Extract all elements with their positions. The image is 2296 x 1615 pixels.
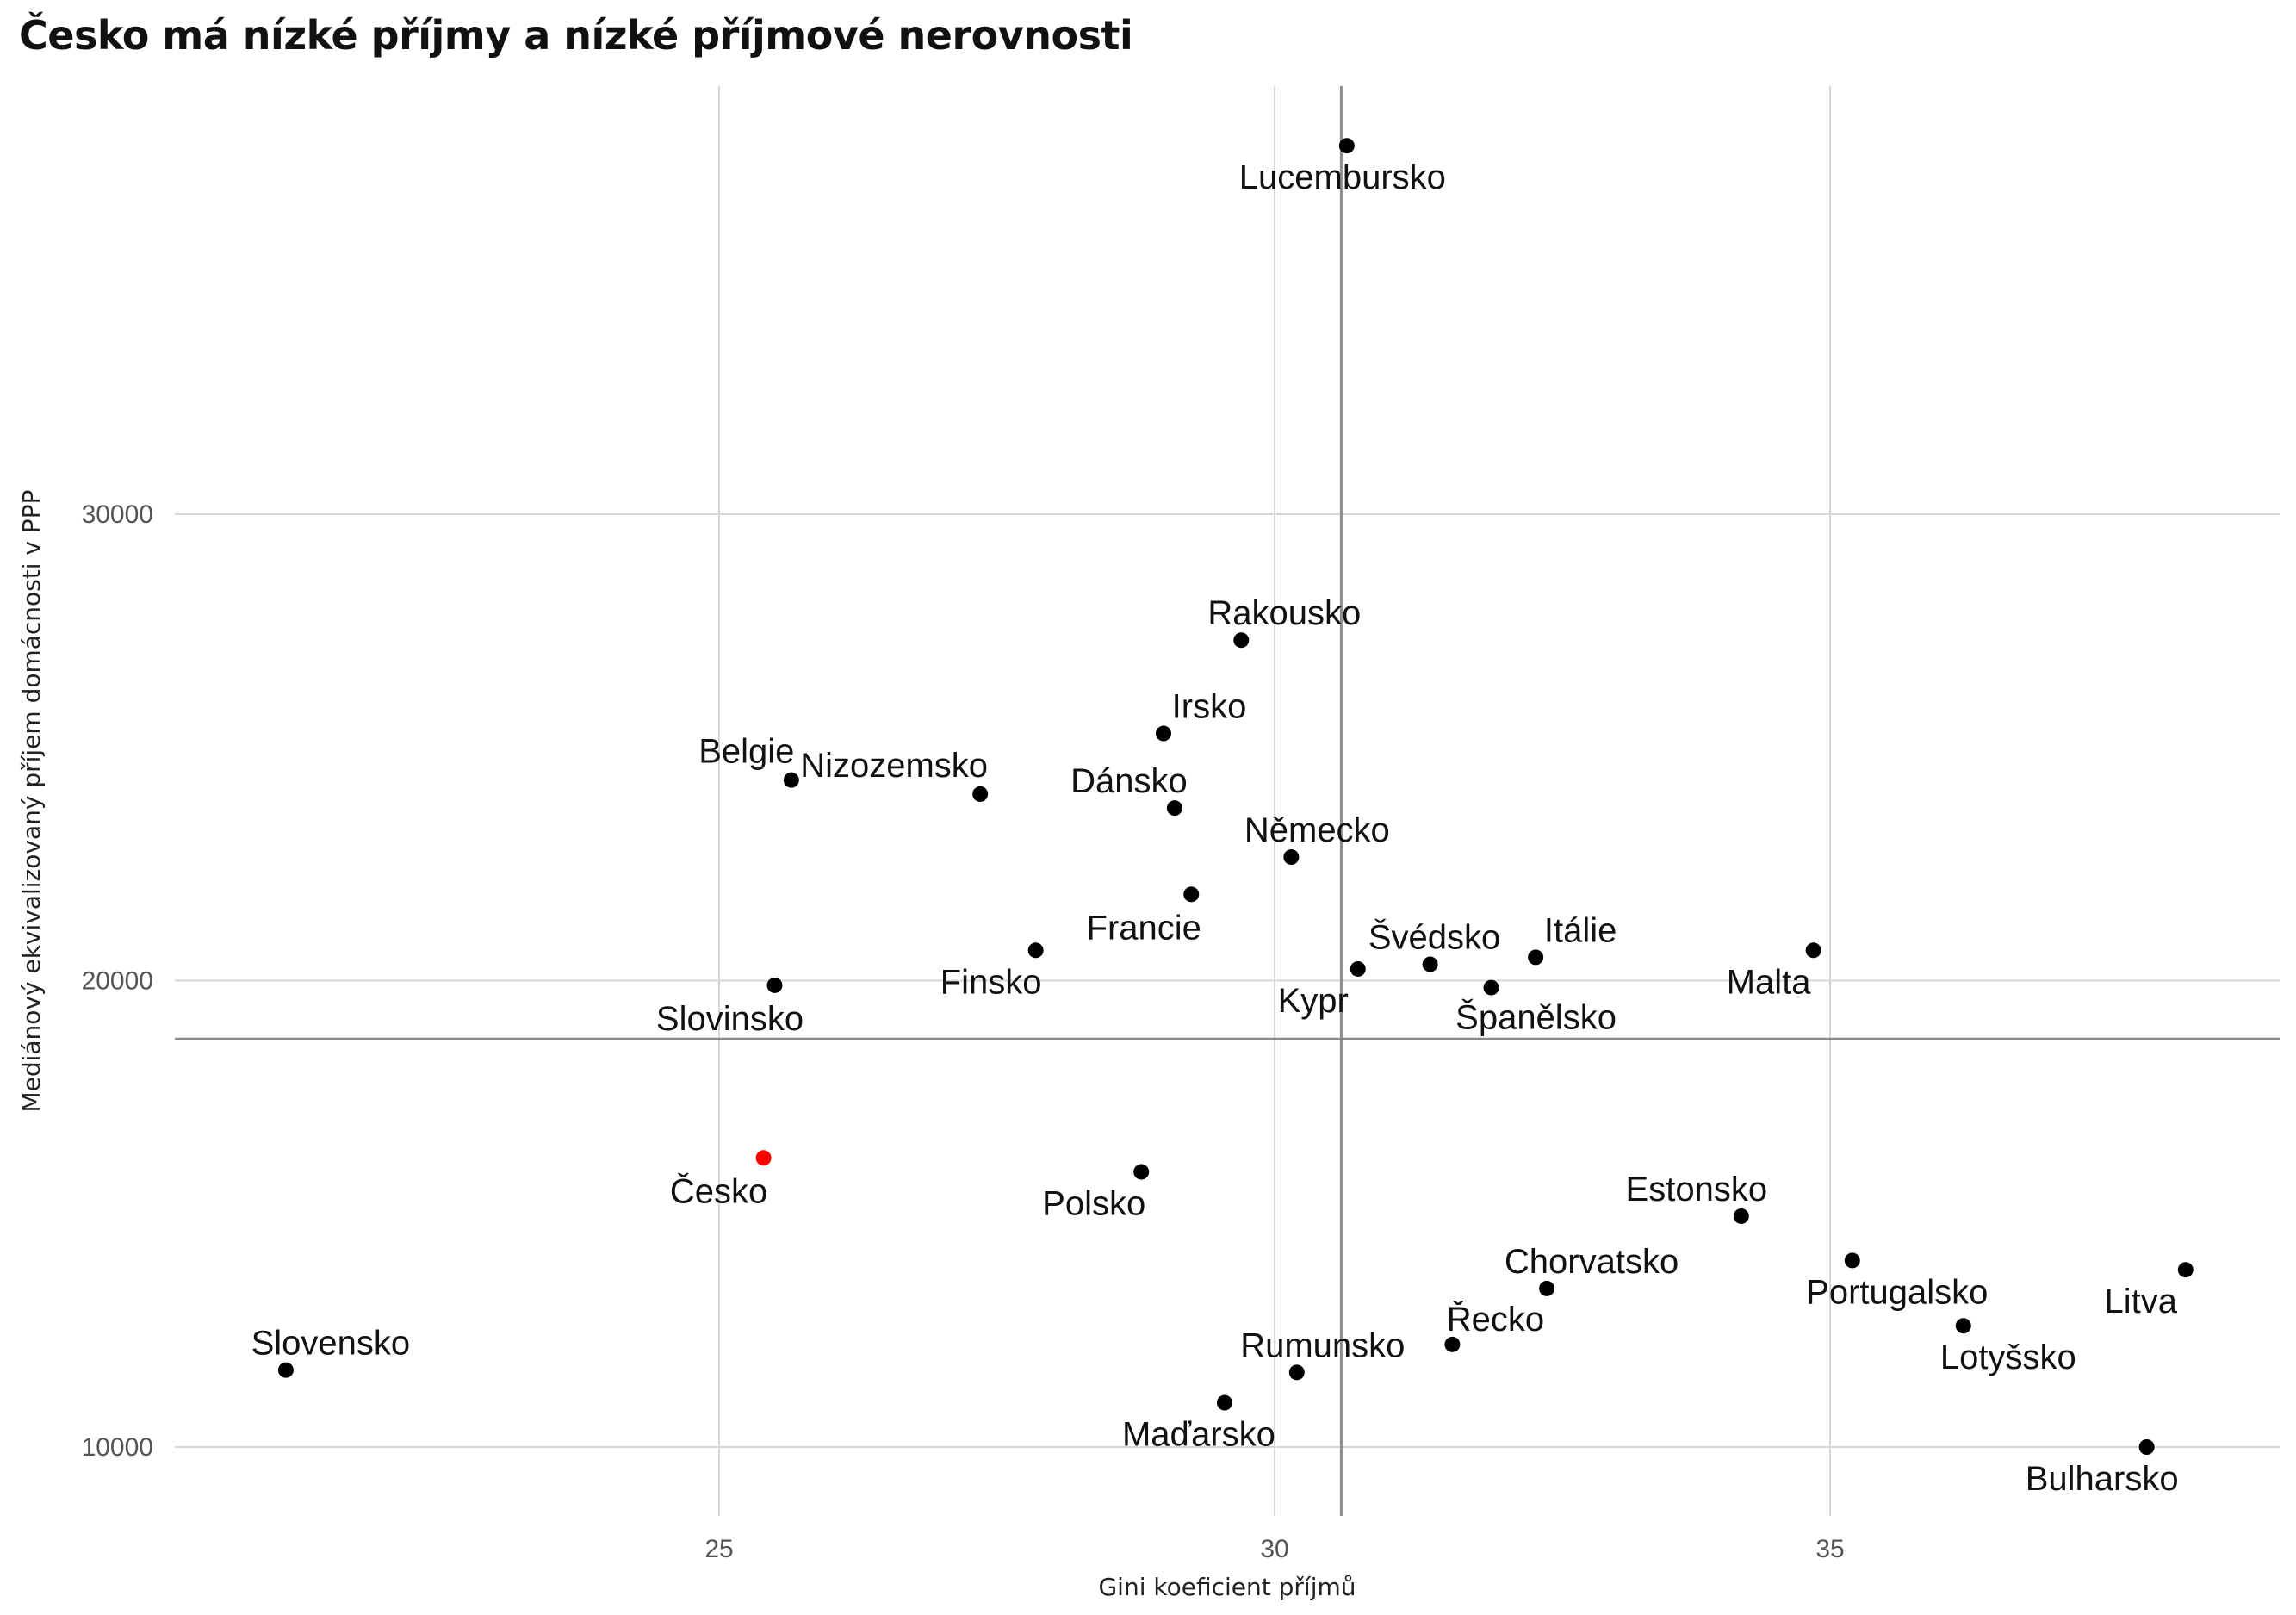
- point-label-3: Belgie: [698, 733, 794, 771]
- data-point-15: [755, 1150, 772, 1166]
- data-point-19: [2177, 1262, 2194, 1278]
- point-label-8: Finsko: [940, 963, 1042, 1001]
- point-label-1: Rakousko: [1207, 594, 1361, 632]
- point-labels: Lucembursko Rakousko Irsko Belgie Nizozemsko…: [251, 158, 2179, 1498]
- data-point-12: [1483, 979, 1499, 996]
- data-point-22: [1444, 1336, 1461, 1352]
- y-axis-label: Mediánový ekvivalizovaný příjem domácnos…: [17, 489, 46, 1112]
- data-point-24: [1288, 1364, 1305, 1381]
- point-label-18: Portugalsko: [1806, 1273, 1988, 1311]
- point-label-9: Švédsko: [1368, 918, 1500, 957]
- data-point-2: [1156, 725, 1171, 742]
- x-tick-label: 25: [704, 1535, 733, 1563]
- point-label-12: Španělsko: [1455, 998, 1617, 1037]
- data-point-0: [1338, 138, 1355, 154]
- data-point-25: [1216, 1394, 1232, 1411]
- data-point-7: [1183, 886, 1200, 903]
- point-label-11: Kypr: [1278, 982, 1349, 1020]
- point-label-7: Francie: [1087, 909, 1201, 947]
- point-label-23: Slovensko: [251, 1325, 411, 1363]
- data-point-13: [1805, 942, 1821, 959]
- data-point-9: [1422, 956, 1438, 972]
- y-tick-label: 10000: [82, 1433, 153, 1462]
- data-point-26: [2138, 1439, 2155, 1455]
- reference-lines: [175, 86, 2280, 1516]
- point-label-24: Rumunsko: [1240, 1326, 1405, 1364]
- point-label-4: Nizozemsko: [800, 747, 988, 785]
- point-label-0: Lucembursko: [1239, 158, 1446, 196]
- y-tick-label: 20000: [82, 967, 153, 996]
- data-point-20: [1539, 1280, 1555, 1296]
- point-label-5: Dánsko: [1070, 762, 1188, 800]
- point-label-15: Česko: [670, 1171, 767, 1210]
- data-point-11: [1350, 960, 1366, 977]
- data-point-4: [972, 786, 989, 802]
- point-label-26: Bulharsko: [2026, 1460, 2179, 1498]
- point-label-25: Maďarsko: [1122, 1416, 1275, 1454]
- point-label-6: Německo: [1244, 811, 1390, 849]
- data-point-14: [766, 977, 783, 993]
- point-label-2: Irsko: [1172, 688, 1247, 726]
- y-tick-label: 30000: [82, 500, 153, 529]
- x-tick-label: 30: [1260, 1535, 1288, 1563]
- tick-labels: 25 30 35 10000 20000 30000: [82, 500, 1845, 1563]
- point-label-20: Chorvatsko: [1505, 1243, 1679, 1281]
- data-point-6: [1283, 849, 1300, 866]
- grid-lines: [175, 86, 2280, 1516]
- data-point-3: [783, 772, 799, 788]
- point-label-14: Slovinsko: [656, 1000, 804, 1038]
- point-label-21: Lotyšsko: [1940, 1339, 2076, 1376]
- data-point-23: [277, 1362, 294, 1378]
- x-axis-label: Gini koeficient příjmů: [1098, 1573, 1356, 1601]
- point-label-19: Litva: [2105, 1283, 2178, 1320]
- data-point-21: [1955, 1318, 1971, 1334]
- data-point-16: [1133, 1164, 1150, 1180]
- point-label-13: Malta: [1727, 963, 1812, 1001]
- data-point-1: [1233, 632, 1250, 649]
- point-label-17: Estonsko: [1626, 1171, 1768, 1208]
- chart-title: Česko má nízké příjmy a nízké příjmové n…: [19, 12, 1133, 59]
- data-point-17: [1733, 1208, 1749, 1224]
- data-point-10: [1528, 949, 1544, 966]
- point-label-16: Polsko: [1042, 1185, 1145, 1223]
- data-point-8: [1027, 942, 1044, 959]
- point-label-22: Řecko: [1447, 1300, 1544, 1339]
- point-label-10: Itálie: [1544, 911, 1617, 949]
- data-point-18: [1844, 1252, 1860, 1269]
- data-points: [277, 138, 2194, 1455]
- data-point-5: [1166, 800, 1182, 817]
- x-tick-label: 35: [1815, 1535, 1844, 1563]
